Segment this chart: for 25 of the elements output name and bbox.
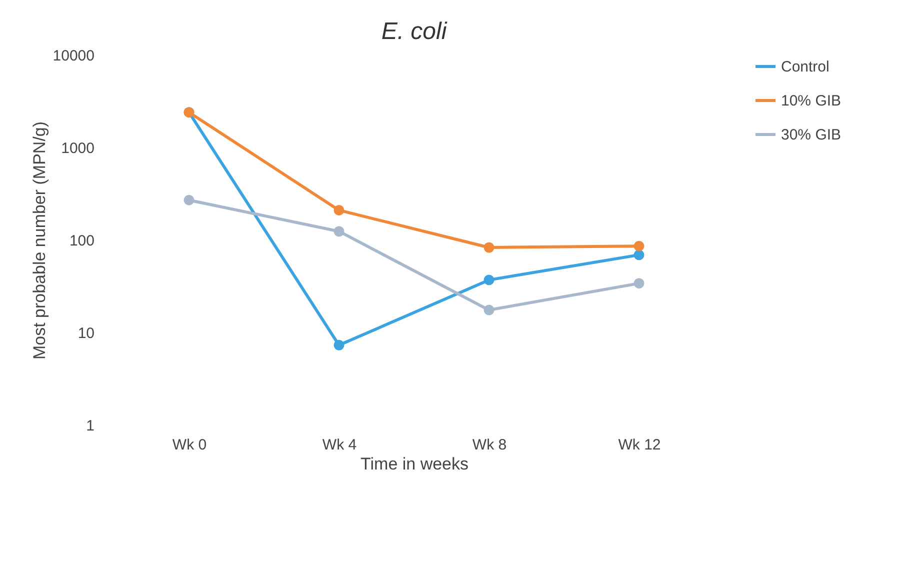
x-tick-label: Wk 0 xyxy=(172,436,207,454)
point xyxy=(334,226,344,237)
y-axis-title: Most probable number (MPN/g) xyxy=(30,121,49,360)
point xyxy=(634,240,644,252)
x-tick-label: Wk 8 xyxy=(472,436,507,454)
x-tick-label: Wk 12 xyxy=(618,436,661,454)
y-tick-label: 10 xyxy=(78,325,94,342)
chart-title: E. coli xyxy=(381,18,448,45)
point xyxy=(484,274,494,286)
y-tick-label: 100 xyxy=(69,232,94,250)
y-tick-label: 1000 xyxy=(61,140,94,157)
point xyxy=(634,278,644,289)
point xyxy=(484,304,494,316)
x-axis-title: Time in weeks xyxy=(360,454,469,474)
legend-label: 30% GIB xyxy=(781,126,842,144)
legend-label: Control xyxy=(781,58,830,76)
x-tick-label: Wk 4 xyxy=(322,436,357,454)
point xyxy=(484,242,494,253)
legend-label: 10% GIB xyxy=(781,92,842,110)
point xyxy=(634,250,644,260)
y-tick-label: 10000 xyxy=(52,48,94,64)
point xyxy=(184,194,194,206)
point xyxy=(334,340,344,350)
y-tick-label: 1 xyxy=(86,418,94,434)
point xyxy=(334,204,344,216)
